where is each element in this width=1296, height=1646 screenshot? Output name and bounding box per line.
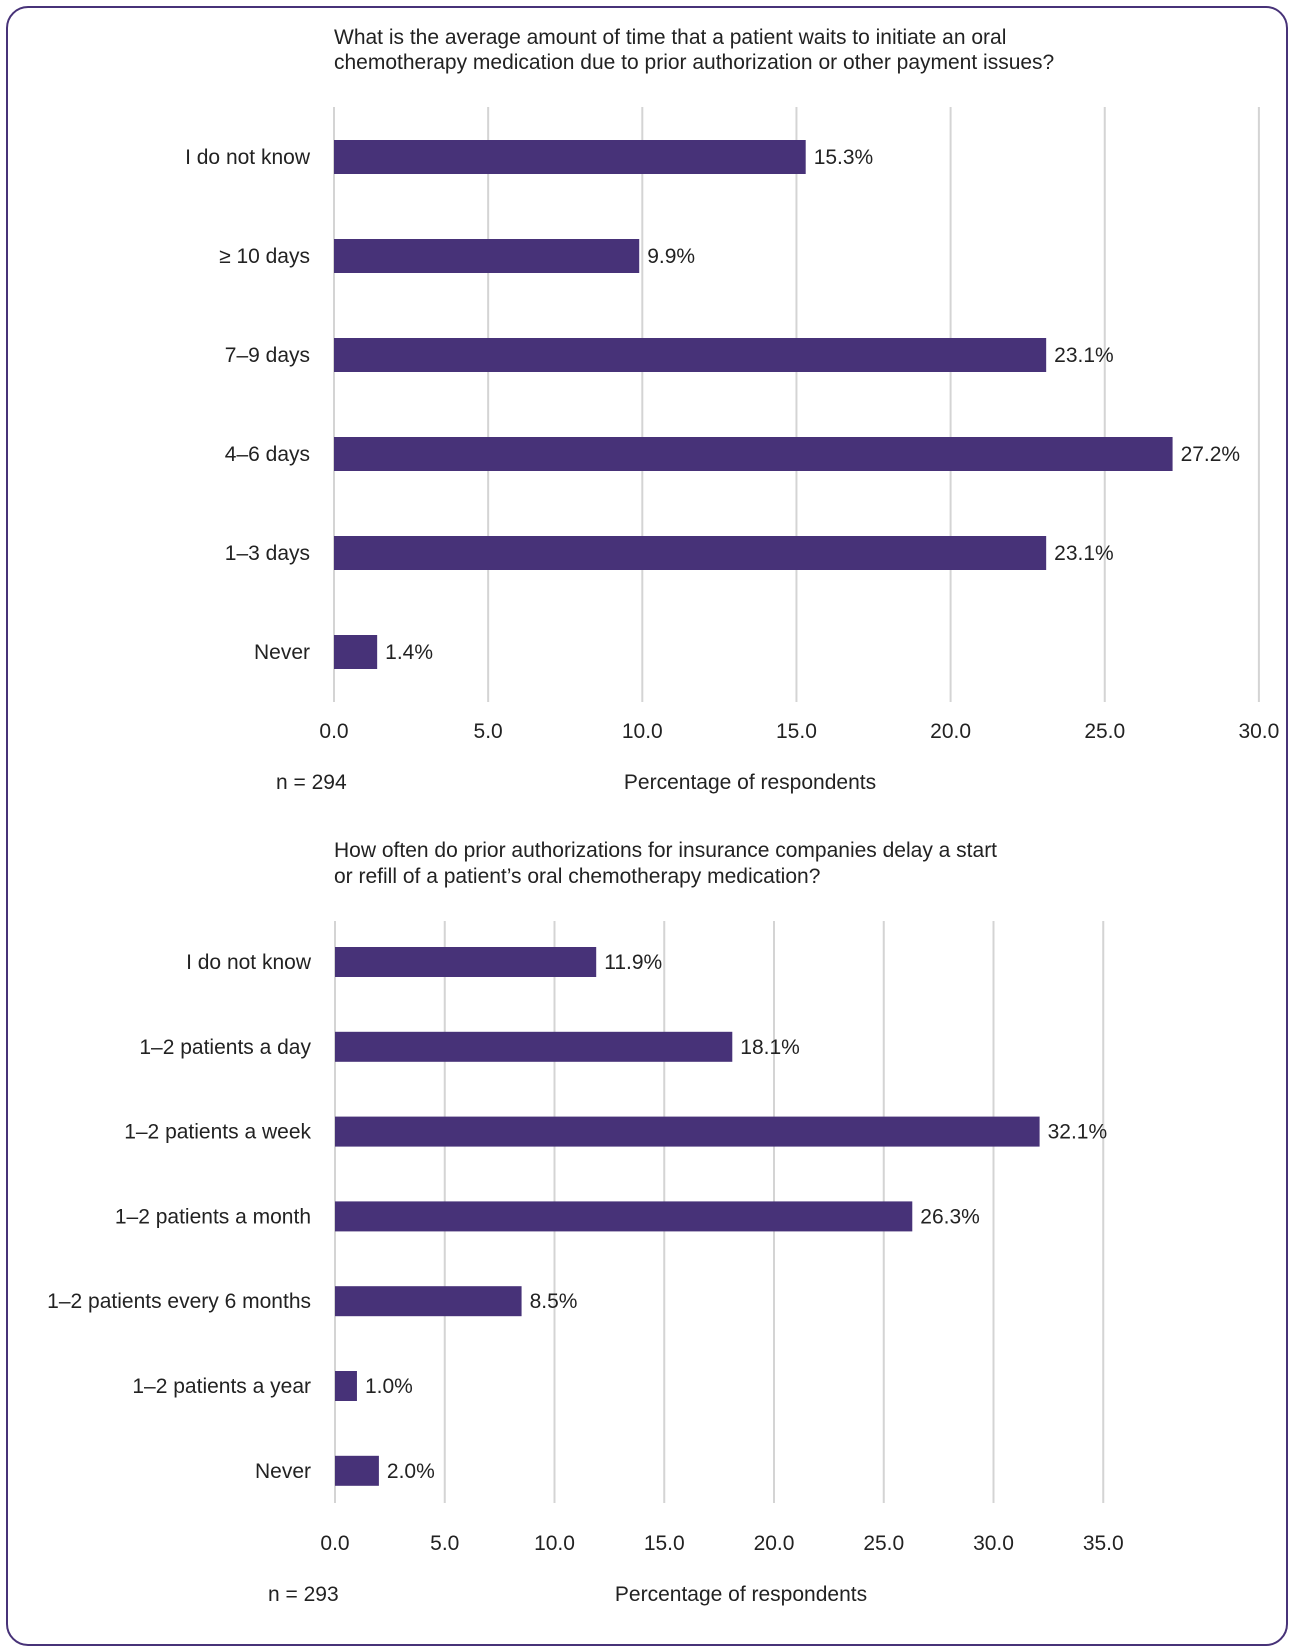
- chart-2-bar: [335, 1455, 379, 1486]
- chart-1-bar: [334, 338, 1047, 372]
- chart-2-value-label: 2.0%: [387, 1460, 435, 1483]
- chart-1-x-tick-label: 10.0: [622, 720, 663, 743]
- chart-1-bar: [334, 536, 1047, 570]
- chart-1-value-label: 15.3%: [814, 146, 874, 169]
- chart-2-value-label: 18.1%: [740, 1036, 800, 1059]
- chart-2-title-line-2: or refill of a patient’s oral chemothera…: [334, 865, 820, 888]
- chart-2-x-tick-label: 35.0: [1083, 1532, 1124, 1555]
- chart-2-value-label: 32.1%: [1048, 1121, 1108, 1144]
- chart-1-value-label: 27.2%: [1181, 443, 1241, 466]
- chart-1-x-axis-label: Percentage of respondents: [624, 771, 876, 794]
- chart-1-value-label: 1.4%: [385, 641, 433, 664]
- chart-2-category-label: 1–2 patients a year: [132, 1375, 311, 1398]
- chart-1-category-label: Never: [254, 641, 310, 664]
- chart-2-x-tick-label: 0.0: [320, 1532, 349, 1555]
- chart-1-category-label: ≥ 10 days: [219, 245, 310, 268]
- chart-1-bar: [334, 437, 1173, 471]
- chart-2-category-label: 1–2 patients every 6 months: [47, 1290, 311, 1313]
- chart-1-x-tick-label: 25.0: [1084, 720, 1125, 743]
- chart-2-bar: [335, 1201, 913, 1232]
- chart-1-sample-size: n = 294: [276, 771, 347, 794]
- chart-2-x-tick-label: 10.0: [534, 1532, 575, 1555]
- chart-2-category-label: I do not know: [186, 951, 312, 974]
- chart-2-value-label: 26.3%: [920, 1205, 980, 1228]
- chart-2-x-tick-label: 25.0: [863, 1532, 904, 1555]
- chart-2-category-label: 1–2 patients a month: [115, 1205, 311, 1228]
- chart-1-value-label: 23.1%: [1054, 344, 1114, 367]
- chart-1-x-tick-label: 15.0: [776, 720, 817, 743]
- chart-1-plot: 0.0 5.0 10.0 15.0 20.0 25.0 30.0 I do not know 1…: [185, 107, 1279, 743]
- chart-2-value-label: 11.9%: [604, 951, 662, 974]
- chart-1-x-tick-label: 0.0: [319, 720, 348, 743]
- chart-1-category-label: I do not know: [185, 146, 311, 169]
- chart-2-x-tick-label: 30.0: [973, 1532, 1014, 1555]
- chart-1-x-tick-label: 30.0: [1238, 720, 1279, 743]
- chart-2-x-tick-label: 15.0: [644, 1532, 685, 1555]
- chart-1-bar: [334, 140, 806, 174]
- chart-2-value-label: 1.0%: [365, 1375, 413, 1398]
- chart-2-bar: [335, 1286, 522, 1317]
- chart-2-bar: [335, 1116, 1040, 1147]
- chart-2-category-label: 1–2 patients a week: [124, 1121, 311, 1144]
- chart-2-title-line-1: How often do prior authorizations for in…: [334, 839, 997, 862]
- chart-wait-time: What is the average amount of time that …: [185, 26, 1279, 794]
- chart-2-x-tick-label: 20.0: [754, 1532, 795, 1555]
- chart-2-bar: [335, 1031, 733, 1062]
- chart-2-category-label: Never: [255, 1460, 311, 1483]
- chart-1-title-line-1: What is the average amount of time that …: [334, 26, 1006, 49]
- chart-2-plot: 0.0 5.0 10.0 15.0 20.0 25.0 30.0 35.0 I do not k…: [47, 921, 1124, 1555]
- chart-2-bar: [335, 1371, 357, 1401]
- chart-1-x-tick-label: 5.0: [474, 720, 503, 743]
- chart-1-value-label: 23.1%: [1054, 542, 1114, 565]
- chart-2-bar: [335, 947, 597, 977]
- chart-2-sample-size: n = 293: [268, 1583, 339, 1606]
- chart-1-bar: [334, 635, 378, 669]
- chart-1-value-label: 9.9%: [647, 245, 695, 268]
- chart-1-title-line-2: chemotherapy medication due to prior aut…: [334, 51, 1054, 74]
- chart-1-x-tick-label: 20.0: [930, 720, 971, 743]
- chart-1-category-label: 1–3 days: [225, 542, 310, 565]
- chart-2-x-tick-label: 5.0: [430, 1532, 459, 1555]
- chart-delay-frequency: How often do prior authorizations for in…: [47, 839, 1124, 1606]
- chart-2-x-axis-label: Percentage of respondents: [615, 1583, 867, 1606]
- chart-1-bar: [334, 239, 640, 273]
- chart-2-category-label: 1–2 patients a day: [139, 1036, 311, 1059]
- chart-1-category-label: 7–9 days: [225, 344, 310, 367]
- chart-2-value-label: 8.5%: [530, 1290, 578, 1313]
- chart-1-category-label: 4–6 days: [225, 443, 310, 466]
